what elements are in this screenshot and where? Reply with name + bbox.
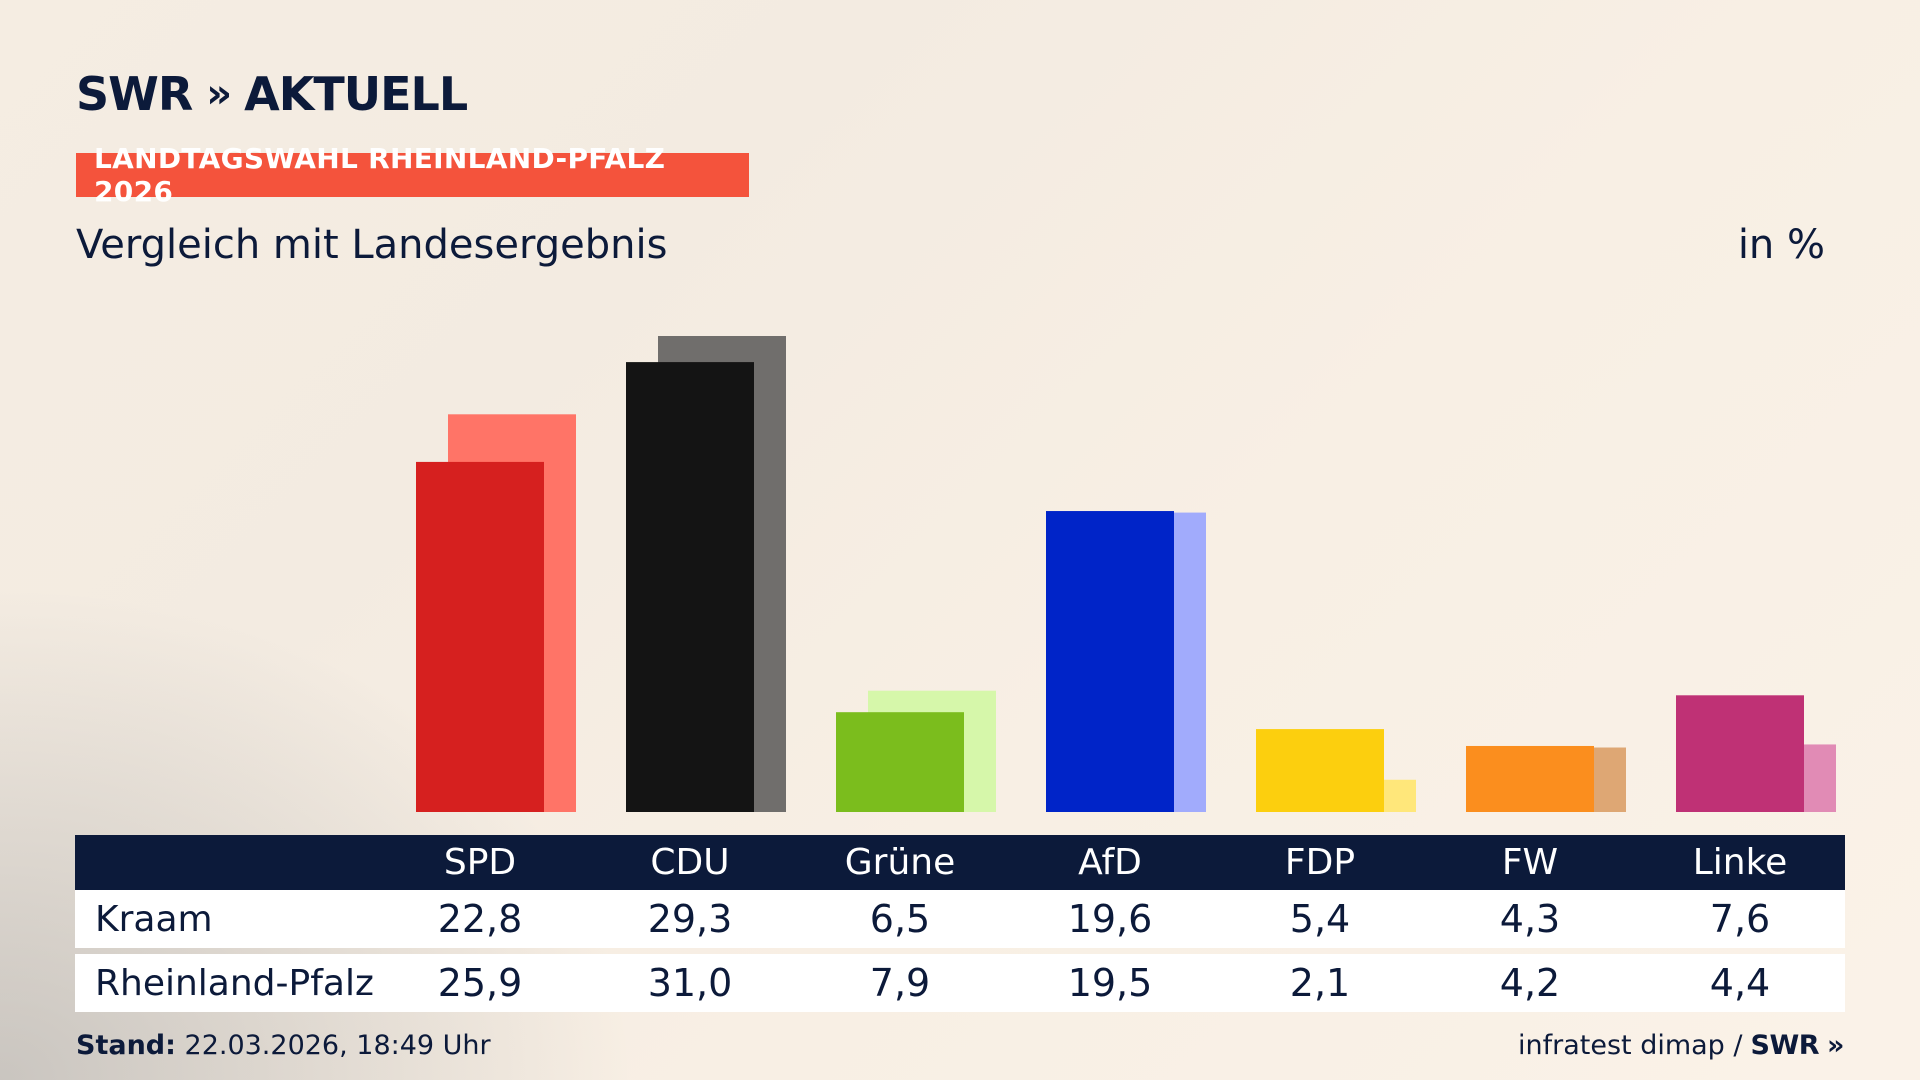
value-cell: 22,8 bbox=[437, 897, 523, 941]
value-cell: 6,5 bbox=[869, 897, 931, 941]
brand-aktuell: AKTUELL bbox=[244, 67, 468, 121]
party-header-linke: Linke bbox=[1692, 842, 1788, 883]
chart-subtitle: Vergleich mit Landesergebnis bbox=[76, 222, 668, 268]
value-cell: 29,3 bbox=[647, 897, 733, 941]
table-row-rlp: Rheinland-Pfalz 25,9 31,0 7,9 19,5 2,1 4,2 4,4 bbox=[75, 954, 1845, 1012]
bar-local-fdp bbox=[1256, 729, 1384, 812]
party-header-grüne: Grüne bbox=[844, 842, 956, 883]
source-credit: infratest dimap / SWR » bbox=[1518, 1030, 1844, 1061]
value-cell: 31,0 bbox=[647, 961, 733, 1005]
party-header-afd: AfD bbox=[1078, 842, 1142, 883]
stand-label: Stand: bbox=[76, 1030, 176, 1061]
party-header-fw: FW bbox=[1501, 842, 1559, 883]
table-header: SPD CDU Grüne AfD FDP FW Linke bbox=[75, 835, 1845, 890]
value-cell: 25,9 bbox=[437, 961, 523, 1005]
value-cell: 4,2 bbox=[1499, 961, 1561, 1005]
bar-local-fw bbox=[1466, 745, 1594, 812]
bar-local-linke bbox=[1676, 695, 1804, 812]
value-cell: 2,1 bbox=[1289, 961, 1351, 1005]
value-cell: 7,6 bbox=[1709, 897, 1771, 941]
swr-aktuell-logo: SWR » AKTUELL bbox=[76, 67, 468, 121]
value-cell: 19,6 bbox=[1067, 897, 1153, 941]
value-cell: 19,5 bbox=[1067, 961, 1153, 1005]
bar-local-cdu bbox=[626, 362, 754, 812]
party-header-spd: SPD bbox=[443, 842, 517, 883]
election-banner: LANDTAGSWAHL RHEINLAND-PFALZ 2026 bbox=[76, 142, 749, 208]
bar-chart bbox=[416, 336, 1836, 812]
value-cell: 7,9 bbox=[869, 961, 931, 1005]
row-label: Rheinland-Pfalz bbox=[95, 962, 374, 1004]
bar-local-spd bbox=[416, 461, 544, 812]
unit-label: in % bbox=[1737, 222, 1825, 268]
bar-local-grüne bbox=[836, 712, 964, 812]
party-header-cdu: CDU bbox=[650, 842, 730, 883]
value-cell: 5,4 bbox=[1289, 897, 1351, 941]
row-label: Kraam bbox=[95, 898, 213, 940]
value-cell: 4,4 bbox=[1709, 961, 1771, 1005]
party-header-fdp: FDP bbox=[1284, 842, 1356, 883]
timestamp: Stand: 22.03.2026, 18:49 Uhr bbox=[76, 1030, 491, 1061]
brand-swr: SWR bbox=[76, 67, 193, 121]
stand-value: 22.03.2026, 18:49 Uhr bbox=[184, 1030, 491, 1061]
table-row-kraam: Kraam 22,8 29,3 6,5 19,6 5,4 4,3 7,6 bbox=[75, 890, 1845, 948]
source-chevron-icon: » bbox=[1827, 1030, 1844, 1061]
bar-local-afd bbox=[1046, 511, 1174, 812]
value-cell: 4,3 bbox=[1499, 897, 1561, 941]
source-text: infratest dimap / bbox=[1518, 1030, 1743, 1061]
source-brand: SWR bbox=[1750, 1030, 1820, 1061]
results-table: SPD CDU Grüne AfD FDP FW Linke Kraam 22,8 29,3 6… bbox=[75, 835, 1845, 1012]
